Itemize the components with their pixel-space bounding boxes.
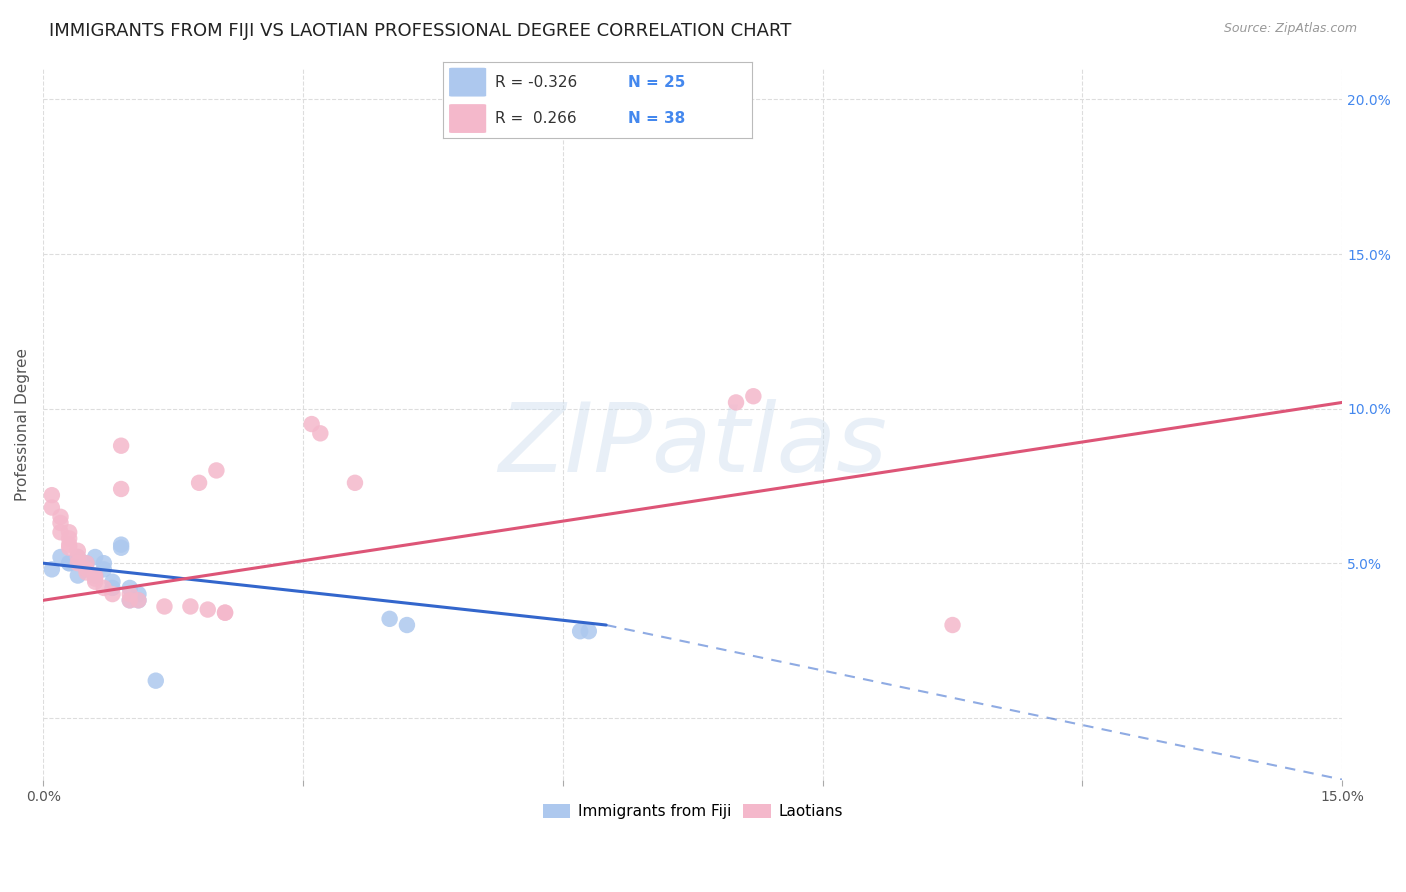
Point bbox=[101, 587, 124, 601]
Point bbox=[309, 426, 332, 441]
Point bbox=[49, 549, 72, 564]
FancyBboxPatch shape bbox=[449, 104, 486, 133]
Point bbox=[395, 618, 418, 632]
Point bbox=[118, 593, 141, 607]
Point bbox=[578, 624, 600, 639]
Text: N = 38: N = 38 bbox=[628, 111, 686, 126]
Point bbox=[110, 482, 132, 496]
Point bbox=[110, 538, 132, 552]
Text: N = 25: N = 25 bbox=[628, 75, 686, 90]
Point bbox=[76, 556, 98, 570]
Point bbox=[76, 556, 98, 570]
Point bbox=[84, 568, 107, 582]
Point bbox=[66, 549, 89, 564]
Point bbox=[214, 606, 236, 620]
Point bbox=[197, 602, 219, 616]
Point bbox=[127, 593, 149, 607]
Point bbox=[724, 395, 747, 409]
Point bbox=[49, 509, 72, 524]
Point bbox=[76, 562, 98, 576]
Point bbox=[41, 562, 63, 576]
Point bbox=[76, 566, 98, 580]
Point bbox=[41, 500, 63, 515]
Point bbox=[153, 599, 176, 614]
Point bbox=[84, 568, 107, 582]
Point bbox=[93, 581, 115, 595]
Point bbox=[58, 532, 80, 546]
Point bbox=[145, 673, 167, 688]
Point bbox=[49, 516, 72, 530]
Point bbox=[66, 568, 89, 582]
Point bbox=[66, 544, 89, 558]
Point bbox=[214, 606, 236, 620]
Point bbox=[49, 525, 72, 540]
Point bbox=[127, 593, 149, 607]
Point bbox=[84, 549, 107, 564]
Point bbox=[58, 541, 80, 555]
Y-axis label: Professional Degree: Professional Degree bbox=[15, 348, 30, 500]
Point bbox=[188, 475, 211, 490]
Legend: Immigrants from Fiji, Laotians: Immigrants from Fiji, Laotians bbox=[537, 798, 849, 825]
Point bbox=[205, 463, 228, 477]
Point bbox=[343, 475, 366, 490]
Point bbox=[110, 439, 132, 453]
Point bbox=[84, 572, 107, 586]
Point bbox=[41, 488, 63, 502]
FancyBboxPatch shape bbox=[449, 68, 486, 96]
Point bbox=[101, 574, 124, 589]
Point bbox=[941, 618, 963, 632]
Point bbox=[93, 556, 115, 570]
Point bbox=[179, 599, 201, 614]
Point bbox=[118, 587, 141, 601]
Point bbox=[76, 562, 98, 576]
Text: R =  0.266: R = 0.266 bbox=[495, 111, 576, 126]
Point bbox=[58, 538, 80, 552]
Point bbox=[84, 574, 107, 589]
Point bbox=[58, 556, 80, 570]
Point bbox=[742, 389, 765, 403]
Text: IMMIGRANTS FROM FIJI VS LAOTIAN PROFESSIONAL DEGREE CORRELATION CHART: IMMIGRANTS FROM FIJI VS LAOTIAN PROFESSI… bbox=[49, 22, 792, 40]
Point bbox=[301, 417, 323, 431]
Text: ZIPatlas: ZIPatlas bbox=[498, 399, 887, 491]
Point bbox=[118, 581, 141, 595]
Text: R = -0.326: R = -0.326 bbox=[495, 75, 578, 90]
Point bbox=[58, 556, 80, 570]
Point bbox=[66, 549, 89, 564]
Point bbox=[569, 624, 592, 639]
Point bbox=[118, 593, 141, 607]
Point bbox=[127, 587, 149, 601]
Point bbox=[101, 581, 124, 595]
Point bbox=[110, 541, 132, 555]
Point bbox=[58, 525, 80, 540]
Text: Source: ZipAtlas.com: Source: ZipAtlas.com bbox=[1223, 22, 1357, 36]
Point bbox=[378, 612, 401, 626]
Point bbox=[66, 556, 89, 570]
Point bbox=[93, 562, 115, 576]
